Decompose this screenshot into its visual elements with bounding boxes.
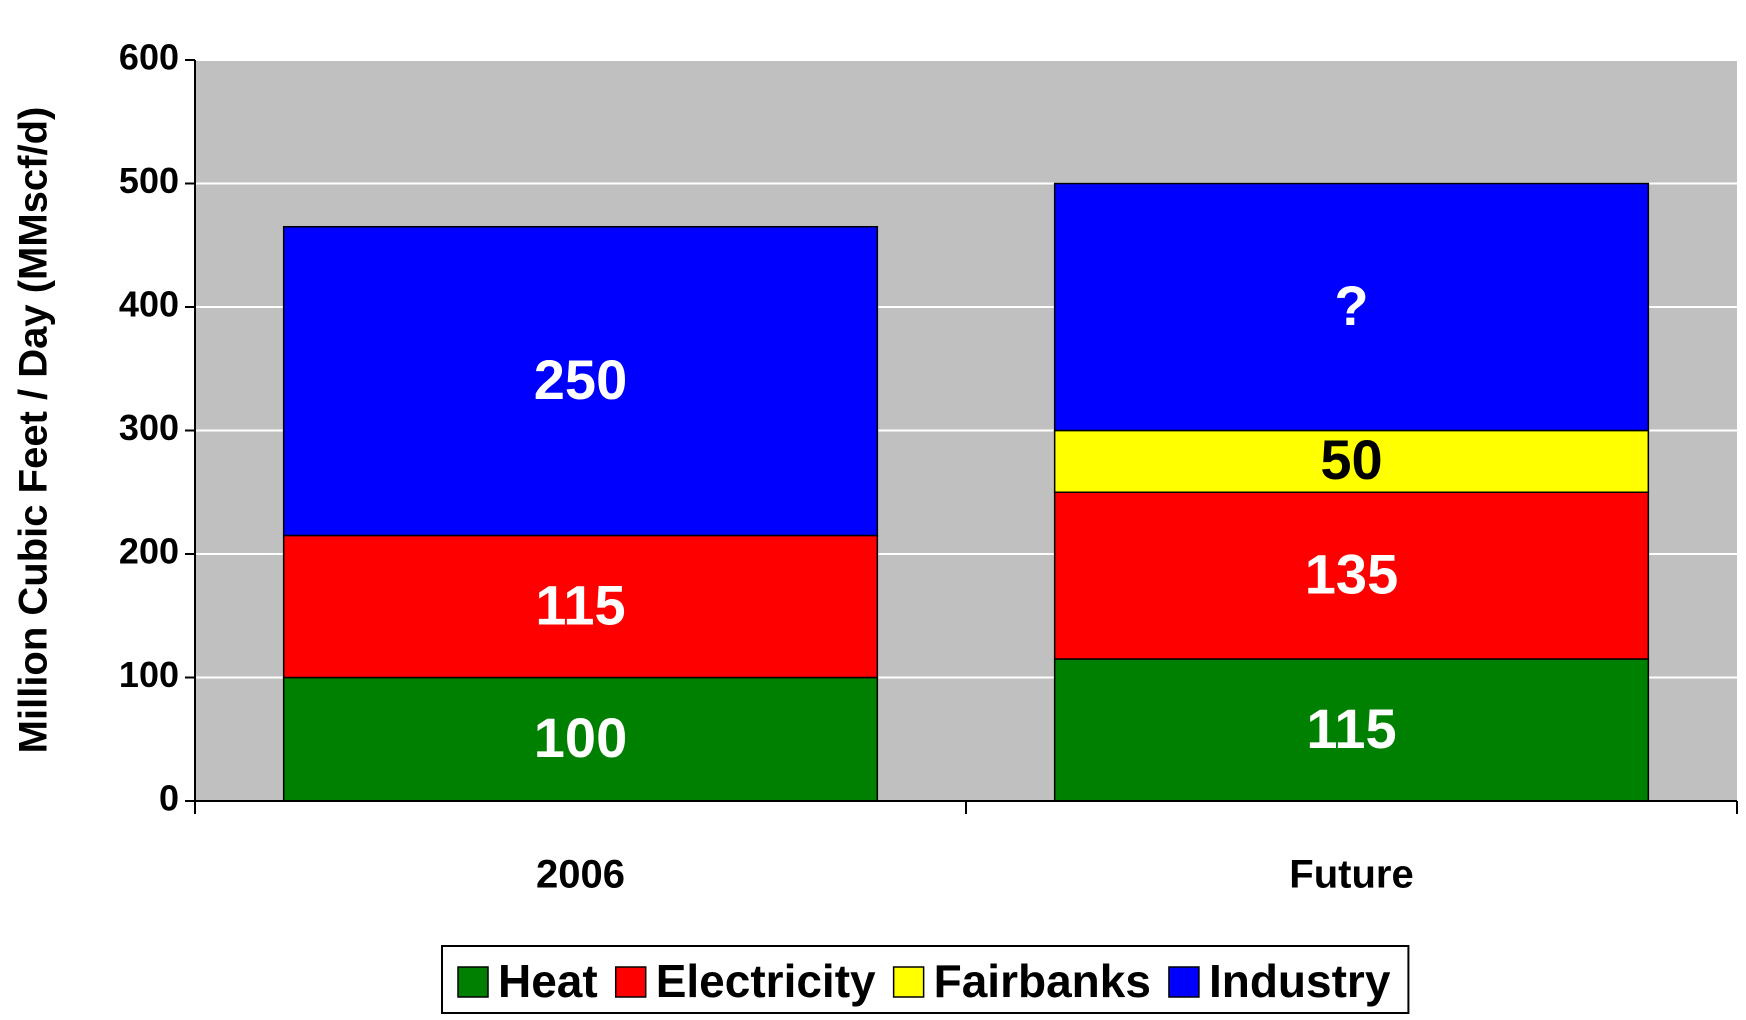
x-tick-label: 2006 (536, 853, 625, 897)
bar-segment (282, 676, 879, 802)
legend: Heat Electricity Fairbanks Industry (441, 945, 1410, 1014)
y-tick-label: 400 (119, 284, 179, 325)
y-axis-title: Million Cubic Feet / Day (MMscf/d) (12, 107, 56, 754)
bar-segment (1053, 429, 1650, 493)
legend-label: Fairbanks (934, 955, 1151, 1007)
data-label: 115 (535, 573, 625, 636)
legend-box (441, 945, 1410, 1014)
data-label: 250 (534, 348, 627, 411)
y-tick-label: 0 (159, 778, 179, 819)
legend-label: Heat (498, 955, 598, 1007)
legend-swatch (1168, 966, 1200, 998)
data-label: 135 (1305, 542, 1398, 605)
legend-swatch (892, 966, 925, 998)
x-tick-label: Future (1289, 853, 1413, 897)
data-label: 100 (534, 706, 627, 769)
data-label: 50 (1320, 428, 1382, 491)
data-label: 115 (1306, 697, 1396, 760)
legend-swatch (457, 966, 489, 998)
bar-segment (282, 534, 879, 679)
legend-label: Industry (1209, 955, 1391, 1007)
y-tick-label: 200 (119, 531, 179, 572)
bar-segment (1053, 182, 1650, 432)
y-tick-label: 100 (119, 654, 179, 695)
bar-segment (1053, 658, 1650, 802)
legend-swatch (614, 966, 647, 998)
data-label: ? (1334, 274, 1368, 337)
bar-segment (282, 225, 879, 537)
y-tick-label: 500 (119, 160, 179, 201)
legend-label: Electricity (656, 955, 876, 1007)
y-tick-label: 600 (119, 37, 179, 78)
y-tick-label: 300 (119, 407, 179, 448)
bar-segment (1053, 491, 1650, 660)
